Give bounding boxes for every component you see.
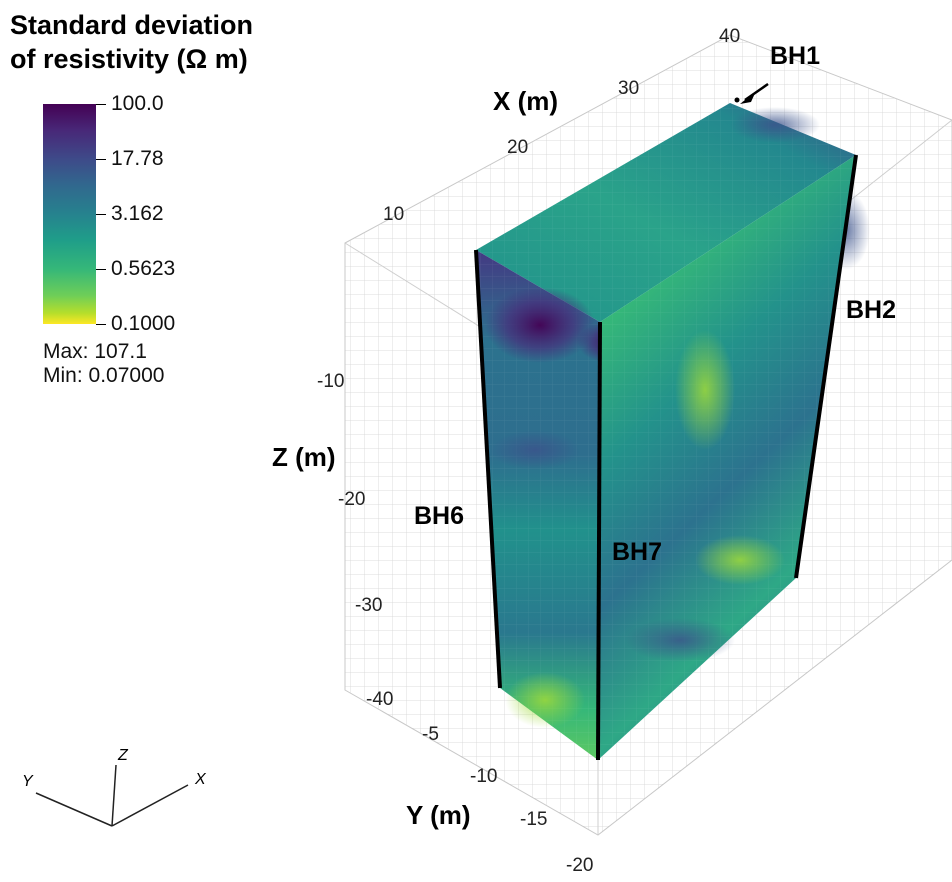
colorbar-tick-mark (96, 214, 106, 215)
colorbar-tick-label: 17.78 (111, 147, 164, 170)
triad-x-label: X (195, 771, 206, 788)
borehole-label-bh2: BH2 (846, 296, 897, 324)
colorbar-tick-mark (96, 324, 106, 325)
colorbar-tick-label: 0.5623 (111, 257, 176, 280)
orientation-triad (35, 764, 189, 827)
max-readout: Max: 107.1 (43, 340, 147, 364)
y-axis-title: Y (m) (406, 800, 471, 830)
z-tick-label: -30 (355, 595, 383, 616)
z-tick-label: -20 (338, 489, 366, 510)
boreholes (474, 97, 858, 761)
x-tick-label: 20 (507, 137, 529, 158)
min-label: Min: (43, 364, 83, 387)
min-value: 0.07000 (88, 364, 165, 387)
y-tick-label: -5 (422, 724, 439, 745)
triad-z-label: Z (118, 747, 128, 764)
z-tick-label: -40 (366, 689, 394, 710)
max-label: Max: (43, 340, 89, 363)
legend-title: Standard deviation of resistivity (Ω m) (10, 8, 253, 76)
borehole-line-bh6 (474, 249, 502, 689)
x-tick-label: 40 (719, 26, 741, 47)
colorbar-tick-label: 3.162 (111, 202, 164, 225)
min-readout: Min: 0.07000 (43, 364, 164, 388)
colorbar-tick-mark (96, 104, 106, 105)
triad-y-label: Y (22, 773, 33, 790)
x-tick-label: 10 (383, 204, 405, 225)
legend-title-line1: Standard deviation (10, 10, 254, 40)
colorbar-tick-mark (96, 159, 106, 160)
colorbar-tick-label: 100.0 (111, 92, 164, 115)
borehole-line-bh7 (596, 321, 602, 761)
y-tick-label: -20 (566, 855, 594, 876)
y-tick-label: -15 (520, 809, 548, 830)
z-tick-label: -10 (317, 371, 345, 392)
z-axis-title: Z (m) (272, 442, 336, 472)
colorbar-tick-mark (96, 269, 106, 270)
legend-title-line2: of resistivity (Ω m) (10, 44, 248, 74)
x-axis-title: X (m) (493, 86, 558, 116)
colorbar-tick-label: 0.1000 (111, 312, 176, 335)
borehole-line-bh2 (794, 154, 858, 579)
borehole-point-bh1 (734, 97, 740, 103)
max-value: 107.1 (94, 340, 147, 363)
y-tick-label: -10 (470, 766, 498, 787)
borehole-label-bh1: BH1 (770, 42, 821, 70)
borehole-label-bh7: BH7 (612, 538, 663, 566)
borehole-label-bh6: BH6 (414, 502, 465, 530)
x-tick-label: 30 (618, 78, 640, 99)
colorbar (43, 104, 96, 324)
bh1-arrow (740, 82, 769, 104)
